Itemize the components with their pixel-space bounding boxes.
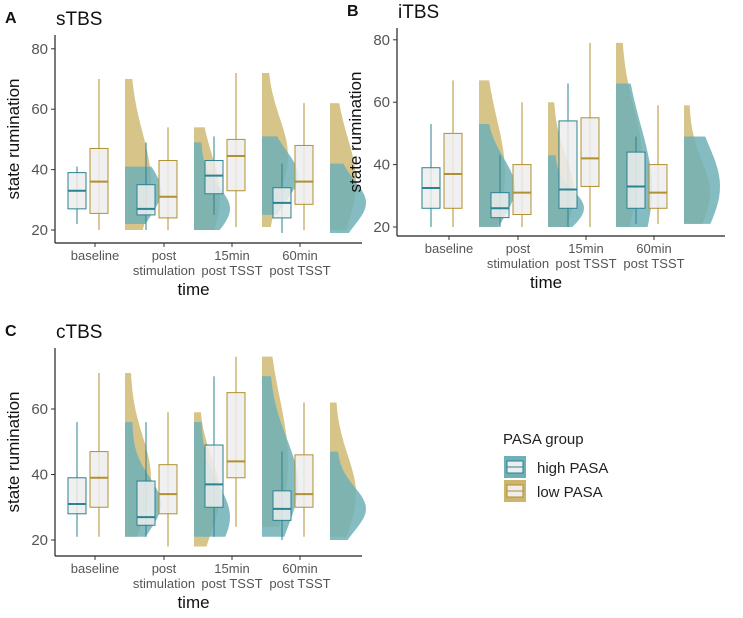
panel-title: cTBS (56, 322, 102, 343)
y-tick-label: 60 (31, 101, 48, 118)
x-tick-label: baseline (425, 241, 473, 256)
x-tick-label: stimulation (133, 576, 195, 591)
x-tick-label: post TSST (201, 263, 262, 278)
density-high-pasa (684, 136, 720, 224)
panel-label: B (347, 3, 359, 20)
box-low-pasa (158, 464, 178, 515)
box-high-pasa (204, 160, 224, 195)
x-tick-label: post TSST (269, 263, 330, 278)
box-low-pasa (294, 144, 314, 205)
x-tick-label: post TSST (201, 576, 262, 591)
y-tick-label: 40 (31, 467, 48, 484)
legend-label-low-pasa: low PASA (537, 484, 603, 501)
box-low-pasa (580, 117, 600, 187)
panel-label: C (5, 323, 17, 340)
y-tick-label: 40 (373, 157, 390, 174)
y-axis-title: state rumination (4, 392, 23, 513)
box-low-pasa (294, 454, 314, 508)
x-tick-label: 60min (636, 241, 671, 256)
box-high-pasa (626, 151, 646, 209)
x-axis-title: time (530, 273, 562, 292)
density-high-pasa (330, 163, 366, 234)
box-low-pasa (512, 164, 532, 216)
y-tick-label: 60 (31, 401, 48, 418)
x-tick-label: 60min (282, 561, 317, 576)
x-tick-label: baseline (71, 561, 119, 576)
box-low-pasa (226, 392, 246, 479)
y-tick-label: 20 (31, 532, 48, 549)
x-tick-label: baseline (71, 248, 119, 263)
box-low-pasa (443, 132, 463, 209)
legend: PASA group high PASA low PASA (503, 431, 608, 502)
box-low-pasa (158, 160, 178, 219)
box-low-pasa (648, 164, 668, 209)
x-tick-label: stimulation (133, 263, 195, 278)
x-axis-title: time (177, 593, 209, 612)
legend-item-high-pasa: high PASA (504, 456, 608, 478)
legend-label-high-pasa: high PASA (537, 460, 608, 477)
y-tick-label: 80 (31, 41, 48, 58)
x-tick-label: post (152, 561, 177, 576)
box-low-pasa (89, 451, 109, 508)
box-high-pasa (558, 120, 578, 209)
x-tick-label: post TSST (269, 576, 330, 591)
x-tick-label: stimulation (487, 256, 549, 271)
x-tick-label: 15min (214, 561, 249, 576)
legend-item-low-pasa: low PASA (504, 480, 603, 502)
x-tick-label: 15min (214, 248, 249, 263)
y-tick-label: 20 (31, 222, 48, 239)
x-tick-label: post TSST (555, 256, 616, 271)
x-tick-label: post TSST (623, 256, 684, 271)
x-tick-label: post (152, 248, 177, 263)
x-tick-label: 60min (282, 248, 317, 263)
density-high-pasa (330, 451, 366, 540)
y-tick-label: 60 (373, 94, 390, 111)
x-tick-label: post (506, 241, 531, 256)
y-tick-label: 20 (373, 219, 390, 236)
x-tick-label: 15min (568, 241, 603, 256)
box-high-pasa (490, 192, 510, 219)
y-tick-label: 40 (31, 162, 48, 179)
panel-title: sTBS (56, 9, 102, 30)
box-high-pasa (136, 184, 156, 216)
y-axis-title: state rumination (4, 79, 23, 200)
legend-title: PASA group (503, 431, 584, 448)
box-high-pasa (204, 444, 224, 508)
x-axis-title: time (177, 280, 209, 299)
y-tick-label: 80 (373, 32, 390, 49)
box-low-pasa (226, 138, 246, 192)
box-high-pasa (136, 480, 156, 526)
box-high-pasa (272, 490, 292, 521)
y-axis-title: state rumination (346, 72, 365, 193)
panel-title: iTBS (398, 2, 439, 23)
box-high-pasa (67, 477, 87, 515)
panel-label: A (5, 10, 17, 27)
